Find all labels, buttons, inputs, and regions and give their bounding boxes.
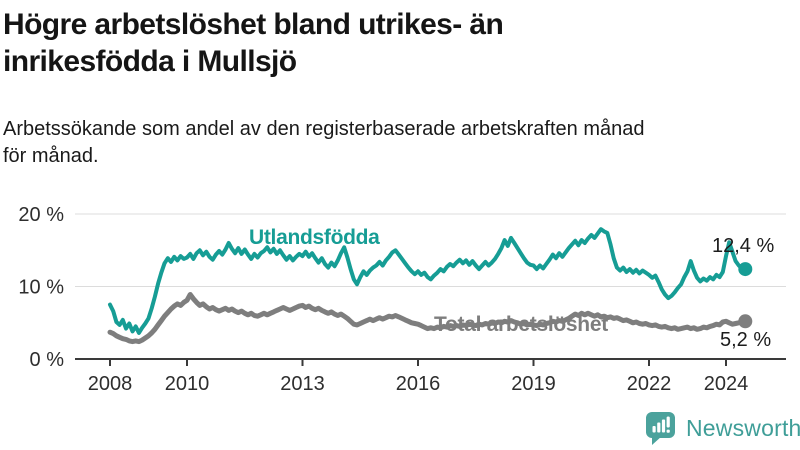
series-line-0 <box>108 227 748 335</box>
end-value-label-utlandsfodda: 12,4 % <box>712 235 775 257</box>
series-label-total-arbetsloshet: Total arbetslöshet <box>434 313 608 336</box>
chart-subtitle: Arbetssökande som andel av den registerb… <box>3 116 645 170</box>
x-tick-label: 2008 <box>88 373 133 395</box>
series-end-dot-0 <box>738 262 753 277</box>
x-tick-label: 2019 <box>511 373 556 395</box>
title-line-1: Högre arbetslöshet bland utrikes- än <box>3 8 504 41</box>
x-tick-label: 2010 <box>165 373 210 395</box>
page-title: Högre arbetslöshet bland utrikes- än inr… <box>3 6 504 80</box>
brand-name: Newsworthy <box>686 415 800 441</box>
subtitle-line-1: Arbetssökande som andel av den registerb… <box>3 118 645 140</box>
x-tick-label: 2013 <box>280 373 325 395</box>
series-end-dot-1 <box>738 314 753 329</box>
x-tick-label: 2022 <box>627 373 672 395</box>
y-tick-label: 10 % <box>18 277 64 299</box>
y-tick-label: 20 % <box>18 204 64 226</box>
newsworthy-logo[interactable]: Newsworthy <box>645 411 800 446</box>
title-line-2: inrikesfödda i Mullsjö <box>3 45 297 78</box>
bar-chart-speech-bubble-icon <box>646 412 675 445</box>
subtitle-line-2: för månad. <box>3 145 99 167</box>
x-tick-label: 2016 <box>396 373 441 395</box>
y-tick-label: 0 % <box>30 349 65 371</box>
end-value-label-total: 5,2 % <box>720 329 772 351</box>
x-tick-label: 2024 <box>704 373 749 395</box>
series-label-utlandsfodda: Utlandsfödda <box>249 226 380 249</box>
series-line-1 <box>107 292 748 345</box>
